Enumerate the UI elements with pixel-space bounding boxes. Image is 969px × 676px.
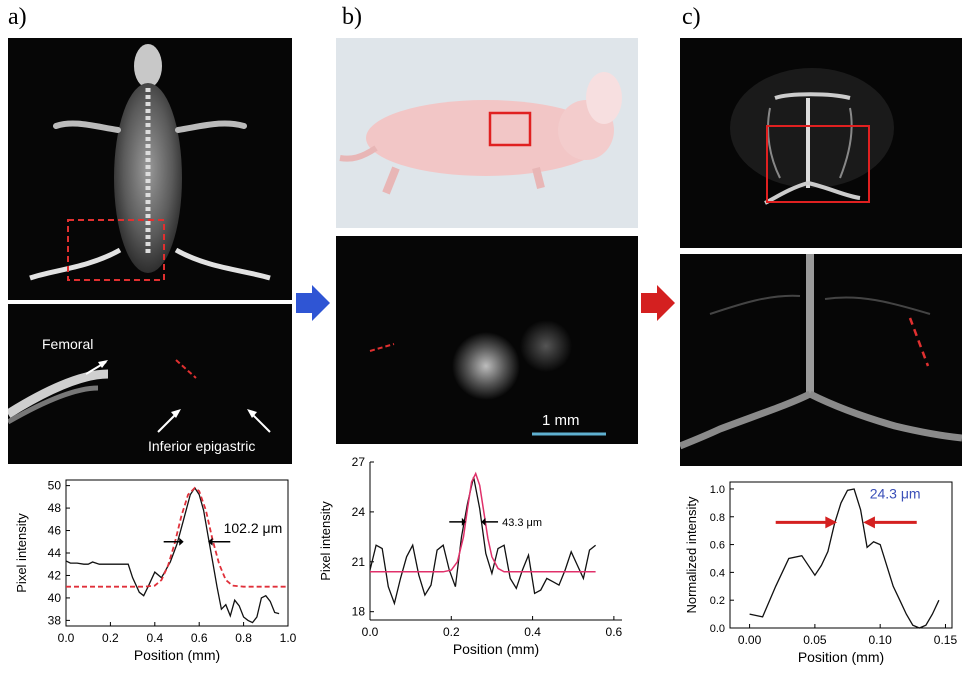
series-line-solid [65, 486, 280, 624]
x-tick-label: 0.4 [524, 625, 541, 639]
plot-frame [65, 479, 289, 627]
y-tick-label: 1.0 [710, 484, 725, 496]
fwhm-arrowhead-left [825, 516, 838, 529]
y-tick-label: 0.6 [710, 540, 725, 552]
x-tick-label: 1.0 [280, 631, 297, 645]
x-axis-label: Position (mm) [134, 647, 220, 663]
fwhm-annotation: 43.3 μm [502, 517, 542, 529]
y-tick-label: 42 [48, 568, 62, 582]
x-tick-label: 0.6 [191, 631, 208, 645]
series-line-solid [369, 476, 597, 606]
fwhm-arrowhead-right [481, 517, 486, 526]
chart-c-line-profile: 0.00 0.05 0.10 0.15 0.0 0.2 0.4 0.6 0.8 1.0 Positi… [684, 481, 958, 665]
y-tick-label: 18 [352, 605, 366, 619]
y-tick-label: 24 [352, 505, 366, 519]
panel-label-a: a) [8, 4, 27, 30]
x-axis-label: Position (mm) [798, 649, 884, 665]
overview-roi-box [766, 125, 870, 203]
y-tick-label: 0.2 [710, 595, 725, 607]
series-line-dashed [66, 486, 288, 588]
x-tick-label: 0.15 [934, 633, 958, 647]
fluorescence-zoom-image: 1 mm [336, 236, 638, 444]
x-tick-label: 0.00 [738, 633, 762, 647]
y-axis-label: Pixel intensity [320, 501, 333, 581]
y-axis-label: Pixel intensity [14, 513, 29, 593]
fwhm-arrowhead-left [461, 517, 466, 526]
x-tick-label: 0.10 [868, 633, 892, 647]
y-tick-label: 48 [48, 501, 62, 515]
panel-label-c: c) [682, 4, 701, 30]
y-tick-label: 0.8 [710, 512, 725, 524]
y-tick-label: 0.0 [710, 623, 725, 635]
x-tick-label: 0.6 [606, 625, 623, 639]
mouse-photo-image [336, 38, 638, 228]
series-line-fit [370, 471, 596, 573]
y-tick-label: 21 [352, 555, 366, 569]
chart-b-line-profile: 0.0 0.2 0.4 0.6 18 21 24 27 Position (mm) Pixel i… [320, 455, 623, 657]
blue-transition-arrow [296, 285, 330, 321]
x-tick-label: 0.0 [362, 625, 379, 639]
fwhm-arrowhead-right [863, 516, 875, 529]
y-tick-label: 50 [48, 479, 62, 493]
profile-line-b [369, 343, 395, 352]
region-of-interest-box [67, 219, 165, 281]
plot-frame [370, 462, 622, 620]
fwhm-arrowhead-left [179, 537, 184, 546]
x-tick-label: 0.05 [803, 633, 827, 647]
x-tick-label: 0.2 [102, 631, 119, 645]
xray-whole-body-image [8, 38, 292, 300]
y-tick-label: 40 [48, 591, 62, 605]
x-tick-label: 0.0 [58, 631, 75, 645]
y-tick-label: 0.4 [710, 567, 725, 579]
fwhm-arrowhead-right [208, 537, 213, 546]
profile-line-a [175, 359, 197, 379]
series-line-solid [749, 488, 940, 629]
fwhm-annotation: 24.3 μm [870, 486, 921, 502]
y-axis-label: Normalized intensity [684, 496, 699, 614]
plot-frame [729, 481, 953, 629]
red-transition-arrow [641, 285, 675, 321]
x-tick-label: 0.2 [443, 625, 460, 639]
photo-roi-box [488, 111, 532, 147]
fluorescence-overview-image [680, 38, 962, 248]
xray-mouse-silhouette [29, 44, 271, 281]
chart-a-line-profile: 0.0 0.2 0.4 0.6 0.8 1.0 38 40 42 44 46 48 50 Position… [14, 479, 297, 663]
x-tick-label: 0.8 [235, 631, 252, 645]
y-tick-label: 46 [48, 524, 62, 538]
profile-line-c [908, 317, 930, 367]
y-tick-label: 44 [48, 546, 62, 560]
y-tick-label: 38 [48, 613, 62, 627]
fluorescence-detail-image [680, 254, 962, 466]
scale-bar-label: 1 mm [542, 412, 580, 429]
y-tick-label: 27 [352, 455, 366, 469]
x-axis-label: Position (mm) [453, 641, 539, 657]
inferior-epigastric-label: Inferior epigastric [148, 438, 256, 454]
fwhm-annotation: 102.2 μm [224, 520, 283, 536]
xray-zoom-image: Femoral Inferior epigastric [8, 304, 292, 464]
panel-label-b: b) [342, 4, 362, 30]
x-tick-label: 0.4 [146, 631, 163, 645]
femoral-label: Femoral [42, 336, 94, 352]
